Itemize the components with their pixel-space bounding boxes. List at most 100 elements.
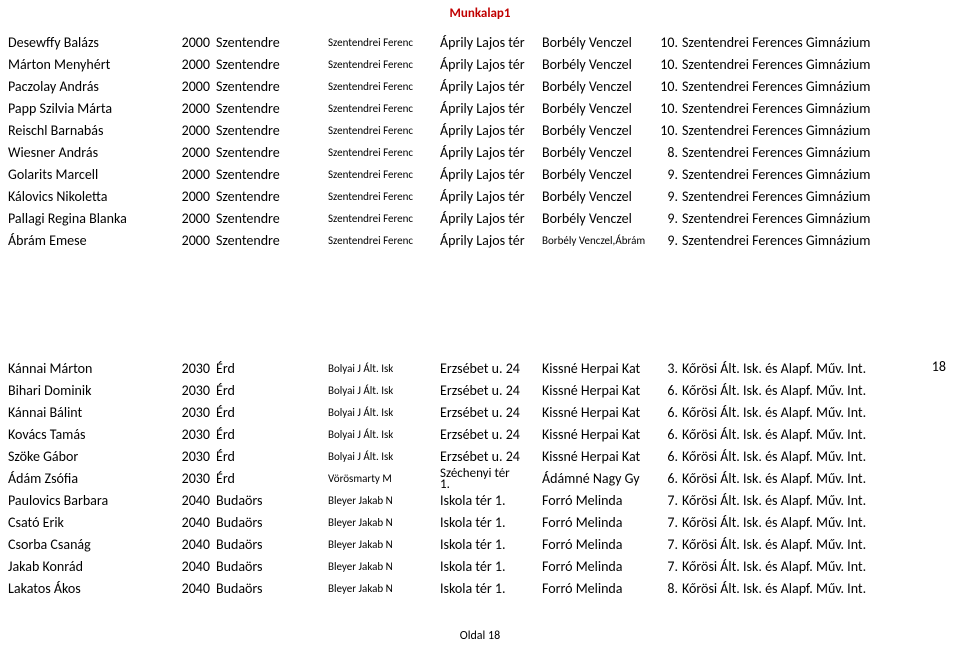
cell: Erzsébet u. 24	[438, 446, 540, 468]
cell: Márton Menyhért	[6, 54, 166, 76]
cell: 2000	[166, 164, 214, 186]
cell: Kőrösi Ált. Isk. és Alapf. Műv. Int.	[680, 468, 906, 490]
cell: Borbély Venczel	[540, 208, 652, 230]
cell: Szentendrei Ferenc	[326, 164, 438, 186]
cell: 2030	[166, 380, 214, 402]
cell: 2040	[166, 490, 214, 512]
cell: 10.	[652, 98, 680, 120]
cell: Borbély Venczel	[540, 164, 652, 186]
cell: Reischl Barnabás	[6, 120, 166, 142]
cell: 2030	[166, 446, 214, 468]
table-szentendre: Desewffy Balázs2000SzentendreSzentendrei…	[6, 32, 906, 252]
cell: Szentendrei Ferenc	[326, 230, 438, 252]
cell: Borbély Venczel,Ábrám	[540, 230, 652, 252]
footer: Oldal 18	[0, 629, 960, 643]
cell: Golarits Marcell	[6, 164, 166, 186]
cell: Áprily Lajos tér	[438, 186, 540, 208]
table-row: Szöke Gábor2030ÉrdBolyai J Ált. IskErzsé…	[6, 446, 906, 468]
table-row: Csorba Csanág2040BudaörsBleyer Jakab NIs…	[6, 534, 906, 556]
cell: Forró Melinda	[540, 556, 652, 578]
cell: Erzsébet u. 24	[438, 358, 540, 380]
table-row: Paczolay András2000SzentendreSzentendrei…	[6, 76, 906, 98]
cell: Kőrösi Ált. Isk. és Alapf. Műv. Int.	[680, 578, 906, 600]
cell: 8.	[652, 578, 680, 600]
cell: Borbély Venczel	[540, 32, 652, 54]
cell: Szentendre	[214, 98, 326, 120]
cell: Budaörs	[214, 512, 326, 534]
cell: 6.	[652, 402, 680, 424]
cell: Szentendrei Ferences Gimnázium	[680, 120, 906, 142]
cell: 10.	[652, 76, 680, 98]
cell: Szentendre	[214, 54, 326, 76]
cell: Bolyai J Ált. Isk	[326, 424, 438, 446]
cell: 9.	[652, 186, 680, 208]
table-row: Reischl Barnabás2000SzentendreSzentendre…	[6, 120, 906, 142]
cell: Áprily Lajos tér	[438, 208, 540, 230]
cell: 2000	[166, 230, 214, 252]
cell: Desewffy Balázs	[6, 32, 166, 54]
table-row: Kálovics Nikoletta2000SzentendreSzentend…	[6, 186, 906, 208]
cell: Szentendrei Ferences Gimnázium	[680, 230, 906, 252]
cell: 2000	[166, 98, 214, 120]
table-row: Ádám Zsófia2030ÉrdVörösmarty MSzéchenyi …	[6, 468, 906, 490]
cell: Kánnai Bálint	[6, 402, 166, 424]
table-row: Kánnai Bálint2030ÉrdBolyai J Ált. IskErz…	[6, 402, 906, 424]
cell: 3.	[652, 358, 680, 380]
cell: 7.	[652, 534, 680, 556]
cell: Wiesner András	[6, 142, 166, 164]
table-row: Márton Menyhért2000SzentendreSzentendrei…	[6, 54, 906, 76]
cell: Szentendre	[214, 142, 326, 164]
cell: Borbély Venczel	[540, 120, 652, 142]
cell: Kissné Herpai Kat	[540, 380, 652, 402]
cell: 2040	[166, 534, 214, 556]
table-row: Papp Szilvia Márta2000SzentendreSzentend…	[6, 98, 906, 120]
cell: Kőrösi Ált. Isk. és Alapf. Műv. Int.	[680, 512, 906, 534]
cell: Kovács Tamás	[6, 424, 166, 446]
cell: 2000	[166, 54, 214, 76]
cell: 2030	[166, 424, 214, 446]
cell: Iskola tér 1.	[438, 534, 540, 556]
cell: Szentendrei Ferenc	[326, 186, 438, 208]
table-row: Paulovics Barbara2040BudaörsBleyer Jakab…	[6, 490, 906, 512]
cell: Bleyer Jakab N	[326, 578, 438, 600]
cell: Szentendre	[214, 186, 326, 208]
cell: Pallagi Regina Blanka	[6, 208, 166, 230]
cell: Szentendrei Ferenc	[326, 76, 438, 98]
cell: Iskola tér 1.	[438, 578, 540, 600]
cell: 2040	[166, 512, 214, 534]
cell: Szentendrei Ferences Gimnázium	[680, 98, 906, 120]
cell: Széchenyi tér1.	[438, 468, 540, 490]
cell: Budaörs	[214, 556, 326, 578]
cell: Szentendrei Ferences Gimnázium	[680, 76, 906, 98]
cell: Kőrösi Ált. Isk. és Alapf. Műv. Int.	[680, 490, 906, 512]
cell: 9.	[652, 230, 680, 252]
cell: Budaörs	[214, 490, 326, 512]
cell: 2040	[166, 556, 214, 578]
cell: Vörösmarty M	[326, 468, 438, 490]
cell: Kőrösi Ált. Isk. és Alapf. Műv. Int.	[680, 358, 906, 380]
cell: Szentendrei Ferences Gimnázium	[680, 32, 906, 54]
cell: Iskola tér 1.	[438, 512, 540, 534]
cell: Paczolay András	[6, 76, 166, 98]
table-row: Pallagi Regina Blanka2000SzentendreSzent…	[6, 208, 906, 230]
cell: 6.	[652, 468, 680, 490]
cell: Kánnai Márton	[6, 358, 166, 380]
page-title: Munkalap1	[0, 6, 960, 21]
cell: Szentendre	[214, 76, 326, 98]
cell: Szentendrei Ferenc	[326, 98, 438, 120]
cell: Szentendre	[214, 164, 326, 186]
cell: 2000	[166, 142, 214, 164]
cell: Iskola tér 1.	[438, 556, 540, 578]
cell: Bleyer Jakab N	[326, 512, 438, 534]
cell: Áprily Lajos tér	[438, 164, 540, 186]
cell: Borbély Venczel	[540, 54, 652, 76]
cell: Ádámné Nagy Gy	[540, 468, 652, 490]
cell: 9.	[652, 208, 680, 230]
cell: Érd	[214, 402, 326, 424]
cell: Áprily Lajos tér	[438, 54, 540, 76]
cell: Bolyai J Ált. Isk	[326, 446, 438, 468]
cell: Kőrösi Ált. Isk. és Alapf. Műv. Int.	[680, 402, 906, 424]
table-row: Kovács Tamás2030ÉrdBolyai J Ált. IskErzs…	[6, 424, 906, 446]
table-row: Desewffy Balázs2000SzentendreSzentendrei…	[6, 32, 906, 54]
table-erd-budaors: Kánnai Márton2030ÉrdBolyai J Ált. IskErz…	[6, 358, 906, 600]
